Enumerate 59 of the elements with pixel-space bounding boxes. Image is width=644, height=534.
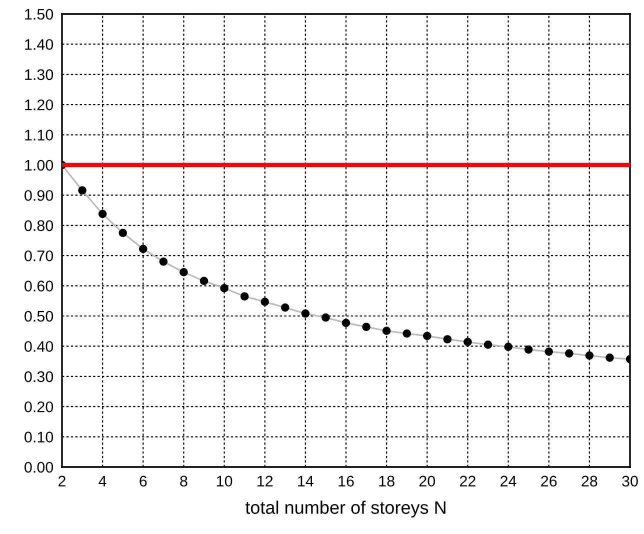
point xyxy=(322,313,330,322)
y-tick-label: 0.70 xyxy=(24,250,54,262)
x-tick-label: 26 xyxy=(541,476,557,487)
point xyxy=(484,340,492,349)
x-tick-label: 6 xyxy=(140,476,147,487)
point xyxy=(544,347,554,356)
x-tick-label: 24 xyxy=(500,476,516,486)
x-tick-label: 4 xyxy=(98,476,106,486)
point xyxy=(443,335,452,344)
point xyxy=(240,292,249,301)
y-tick-label: 0.60 xyxy=(24,280,54,292)
point xyxy=(342,318,350,328)
point xyxy=(78,186,86,195)
point xyxy=(280,303,290,312)
x-tick-label: 18 xyxy=(379,476,394,487)
y-tick-label: 1.30 xyxy=(25,69,54,80)
point xyxy=(504,342,512,351)
x-tick-label: 2 xyxy=(58,476,66,486)
x-tick-label: 20 xyxy=(419,476,436,487)
y-tick-label: 1.50 xyxy=(25,8,54,20)
x-tick-label: 10 xyxy=(216,476,232,487)
point xyxy=(118,228,128,238)
point xyxy=(362,322,370,332)
x-tick-label: 30 xyxy=(622,476,638,487)
point xyxy=(402,329,412,338)
y-tick-label: 0.90 xyxy=(24,190,54,201)
point xyxy=(606,354,614,362)
y-tick-label: 1.20 xyxy=(25,99,54,110)
x-axis-title: total number of storeys N xyxy=(245,500,446,518)
point xyxy=(220,284,228,292)
point xyxy=(524,345,533,354)
x-tick-label: 22 xyxy=(460,476,476,486)
point xyxy=(301,309,310,318)
y-tick-label: 0.80 xyxy=(24,220,54,232)
point xyxy=(564,349,574,358)
point xyxy=(200,276,208,286)
x-tick-label: 28 xyxy=(582,476,598,487)
y-tick-label: 0.40 xyxy=(24,341,54,352)
y-tick-label: 1.10 xyxy=(25,130,54,140)
x-tick-label: 16 xyxy=(338,476,354,487)
y-tick-label: 0.00 xyxy=(24,462,54,473)
y-tick-label: 0.50 xyxy=(24,310,54,322)
y-tick-label: 1.40 xyxy=(25,39,54,50)
x-tick-label: 8 xyxy=(180,476,188,487)
point xyxy=(260,298,270,306)
x-tick-label: 12 xyxy=(258,476,273,486)
y-tick-label: 1.00 xyxy=(25,160,54,171)
point xyxy=(180,268,188,276)
point xyxy=(138,244,148,254)
y-tick-label: 0.10 xyxy=(24,432,54,442)
point xyxy=(159,257,168,266)
y-tick-label: 0.20 xyxy=(24,401,54,412)
y-tick-label: 0.30 xyxy=(24,371,54,382)
point xyxy=(422,332,432,340)
point xyxy=(585,351,594,360)
x-tick-label: 14 xyxy=(298,476,314,486)
point xyxy=(464,338,472,346)
point xyxy=(98,210,107,218)
point xyxy=(382,326,391,335)
